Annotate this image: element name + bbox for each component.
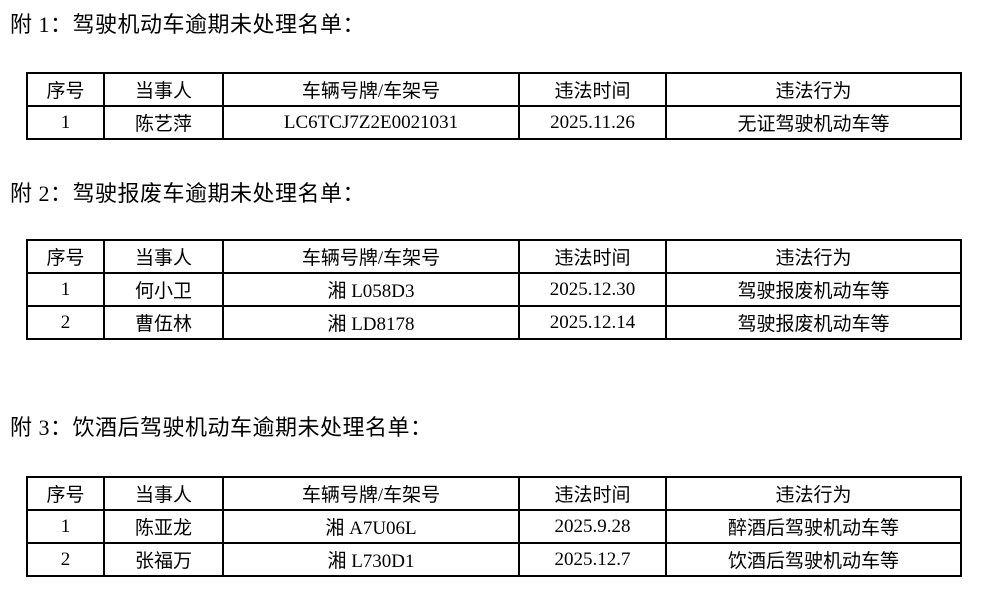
cell-party: 何小卫 bbox=[103, 272, 224, 307]
col-header-deed: 违法行为 bbox=[665, 239, 962, 274]
cell-time: 2025.12.14 bbox=[518, 305, 667, 340]
cell-time: 2025.12.30 bbox=[518, 272, 667, 307]
col-header-seq: 序号 bbox=[26, 476, 105, 511]
cell-seq: 1 bbox=[26, 272, 105, 307]
cell-deed: 醉酒后驾驶机动车等 bbox=[665, 509, 962, 544]
header-row: 序号 当事人 车辆号牌/车架号 违法时间 违法行为 bbox=[26, 72, 962, 107]
attachment-1-table: 序号 当事人 车辆号牌/车架号 违法时间 违法行为 1 陈艺萍 LC6TCJ7Z… bbox=[26, 72, 962, 140]
cell-time: 2025.11.26 bbox=[518, 105, 667, 140]
col-header-plate: 车辆号牌/车架号 bbox=[222, 239, 520, 274]
cell-deed: 驾驶报废机动车等 bbox=[665, 305, 962, 340]
cell-plate: 湘 L058D3 bbox=[222, 272, 520, 307]
col-header-deed: 违法行为 bbox=[665, 72, 962, 107]
attachment-3-heading: 附 3：饮酒后驾驶机动车逾期未处理名单： bbox=[10, 415, 433, 440]
cell-deed: 无证驾驶机动车等 bbox=[665, 105, 962, 140]
attachment-3-table: 序号 当事人 车辆号牌/车架号 违法时间 违法行为 1 陈亚龙 湘 A7U06L… bbox=[26, 476, 962, 577]
table-row: 2 曹伍林 湘 LD8178 2025.12.14 驾驶报废机动车等 bbox=[26, 305, 962, 340]
cell-plate: 湘 A7U06L bbox=[222, 509, 520, 544]
col-header-time: 违法时间 bbox=[518, 239, 667, 274]
cell-seq: 1 bbox=[26, 105, 105, 140]
cell-seq: 2 bbox=[26, 305, 105, 340]
header-row: 序号 当事人 车辆号牌/车架号 违法时间 违法行为 bbox=[26, 476, 962, 511]
cell-plate: LC6TCJ7Z2E0021031 bbox=[222, 105, 520, 140]
col-header-party: 当事人 bbox=[103, 72, 224, 107]
col-header-party: 当事人 bbox=[103, 476, 224, 511]
cell-plate: 湘 L730D1 bbox=[222, 542, 520, 577]
attachment-1-heading: 附 1：驾驶机动车逾期未处理名单： bbox=[10, 12, 366, 37]
col-header-deed: 违法行为 bbox=[665, 476, 962, 511]
col-header-time: 违法时间 bbox=[518, 476, 667, 511]
attachment-2-heading: 附 2：驾驶报废车逾期未处理名单： bbox=[10, 181, 366, 206]
cell-party: 张福万 bbox=[103, 542, 224, 577]
cell-deed: 驾驶报废机动车等 bbox=[665, 272, 962, 307]
col-header-party: 当事人 bbox=[103, 239, 224, 274]
col-header-time: 违法时间 bbox=[518, 72, 667, 107]
header-row: 序号 当事人 车辆号牌/车架号 违法时间 违法行为 bbox=[26, 239, 962, 274]
cell-seq: 1 bbox=[26, 509, 105, 544]
cell-time: 2025.12.7 bbox=[518, 542, 667, 577]
table-row: 1 何小卫 湘 L058D3 2025.12.30 驾驶报废机动车等 bbox=[26, 272, 962, 307]
col-header-plate: 车辆号牌/车架号 bbox=[222, 476, 520, 511]
cell-time: 2025.9.28 bbox=[518, 509, 667, 544]
cell-party: 曹伍林 bbox=[103, 305, 224, 340]
attachment-2-table: 序号 当事人 车辆号牌/车架号 违法时间 违法行为 1 何小卫 湘 L058D3… bbox=[26, 239, 962, 340]
cell-party: 陈艺萍 bbox=[103, 105, 224, 140]
table-row: 1 陈艺萍 LC6TCJ7Z2E0021031 2025.11.26 无证驾驶机… bbox=[26, 105, 962, 140]
col-header-seq: 序号 bbox=[26, 239, 105, 274]
cell-deed: 饮酒后驾驶机动车等 bbox=[665, 542, 962, 577]
cell-plate: 湘 LD8178 bbox=[222, 305, 520, 340]
cell-party: 陈亚龙 bbox=[103, 509, 224, 544]
cell-seq: 2 bbox=[26, 542, 105, 577]
table-row: 1 陈亚龙 湘 A7U06L 2025.9.28 醉酒后驾驶机动车等 bbox=[26, 509, 962, 544]
col-header-plate: 车辆号牌/车架号 bbox=[222, 72, 520, 107]
col-header-seq: 序号 bbox=[26, 72, 105, 107]
table-row: 2 张福万 湘 L730D1 2025.12.7 饮酒后驾驶机动车等 bbox=[26, 542, 962, 577]
